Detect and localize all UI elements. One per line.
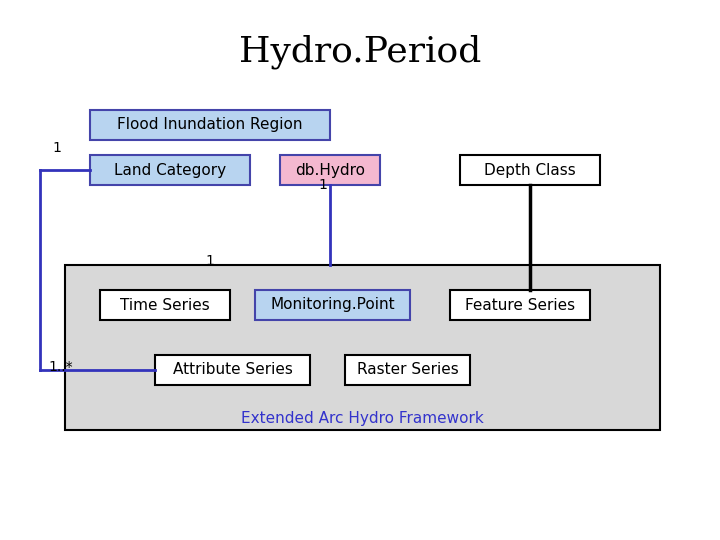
- Text: Land Category: Land Category: [114, 163, 226, 178]
- Text: 1: 1: [52, 141, 61, 155]
- Bar: [100, 290, 230, 320]
- Bar: [90, 155, 250, 185]
- Text: Monitoring.Point: Monitoring.Point: [270, 298, 395, 313]
- Text: Depth Class: Depth Class: [484, 163, 576, 178]
- Text: Flood Inundation Region: Flood Inundation Region: [117, 118, 302, 132]
- Text: Raster Series: Raster Series: [356, 362, 459, 377]
- Bar: [345, 355, 470, 385]
- Text: Extended Arc Hydro Framework: Extended Arc Hydro Framework: [240, 410, 483, 426]
- Text: 1..*: 1..*: [48, 360, 73, 374]
- Text: db.Hydro: db.Hydro: [295, 163, 365, 178]
- Text: 1: 1: [318, 178, 327, 192]
- Bar: [450, 290, 590, 320]
- Text: Feature Series: Feature Series: [465, 298, 575, 313]
- Bar: [90, 110, 330, 140]
- Text: Attribute Series: Attribute Series: [173, 362, 292, 377]
- Bar: [280, 155, 380, 185]
- Bar: [460, 155, 600, 185]
- Text: 1: 1: [205, 254, 214, 268]
- Text: Time Series: Time Series: [120, 298, 210, 313]
- Text: Hydro.Period: Hydro.Period: [239, 35, 481, 69]
- Bar: [65, 265, 660, 430]
- Bar: [155, 355, 310, 385]
- Bar: [255, 290, 410, 320]
